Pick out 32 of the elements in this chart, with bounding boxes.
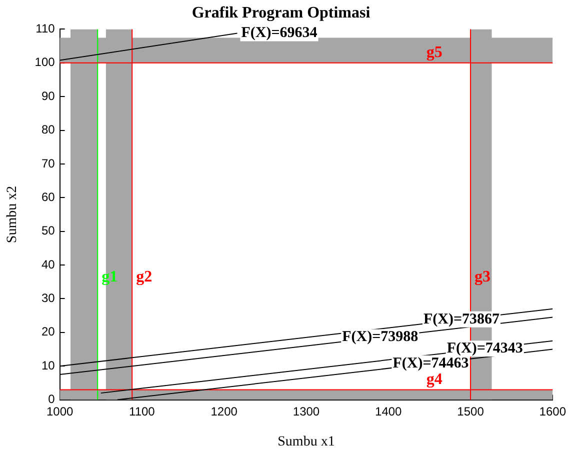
y-tick-label: 50 [41, 224, 56, 238]
x-tick-label: 1600 [539, 404, 566, 418]
y-tick-label: 10 [41, 358, 56, 372]
ref-line-label: g4 [426, 370, 442, 388]
series-label: F(X)=69634 [241, 25, 318, 42]
x-axis-title: Sumbu x1 [278, 434, 335, 450]
x-tick-label: 1100 [129, 404, 156, 418]
ref-line-label: g5 [426, 44, 442, 62]
chart-title: Grafik Program Optimasi [192, 4, 371, 22]
x-tick-label: 1000 [46, 404, 74, 418]
x-tick-label: 1200 [210, 404, 238, 418]
series-label: F(X)=73988 [342, 329, 418, 346]
series-label: F(X)=73867 [423, 311, 500, 328]
y-tick-label: 30 [41, 291, 56, 306]
y-axis-title: Sumbu x2 [5, 186, 20, 244]
y-tick-label: 80 [41, 122, 56, 137]
y-tick-label: 100 [34, 55, 56, 70]
y-tick-label: 90 [41, 88, 56, 103]
y-tick-label: 20 [41, 324, 56, 339]
x-tick-label: 1500 [457, 404, 484, 418]
y-tick-label: 40 [41, 257, 56, 272]
series-label: F(X)=74343 [446, 340, 523, 357]
x-tick-label: 1300 [292, 404, 320, 418]
y-tick-label: 0 [48, 392, 56, 406]
y-tick-label: 70 [41, 156, 56, 170]
x-tick-label: 1400 [375, 404, 402, 418]
ref-line-label: g2 [136, 268, 152, 286]
y-tick-label: 110 [36, 22, 56, 36]
series-label: F(X)=74463 [392, 355, 469, 372]
y-tick-label: 60 [41, 190, 56, 204]
ref-line-label: g3 [474, 268, 491, 286]
ref-line-label: g1 [102, 268, 118, 286]
